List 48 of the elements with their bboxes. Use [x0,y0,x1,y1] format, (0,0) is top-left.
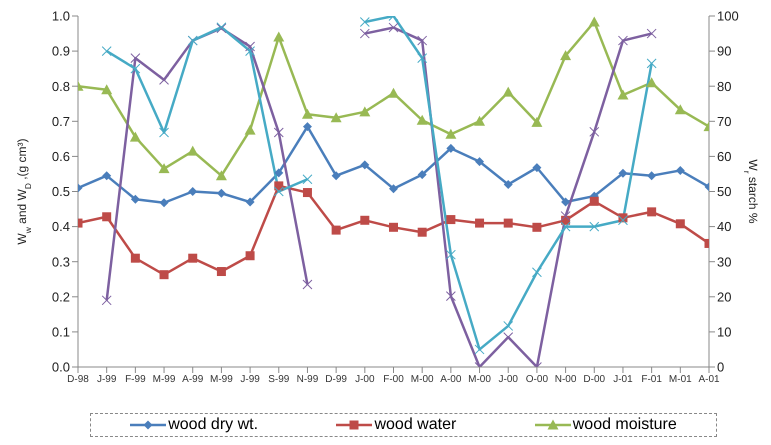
y2-tick-label: 20 [717,289,732,304]
y2-tick-label: 90 [717,44,732,59]
x-tick-label: F-01 [641,374,662,386]
x-tick-label: F-00 [383,374,404,386]
x-tick-label: J-01 [613,374,634,386]
y2-tick-label: 70 [717,114,732,129]
y2-tick-label: 30 [717,254,732,270]
y2-tick-label: 10 [717,324,732,340]
x-tick-label: J-99 [240,374,260,386]
legend-label: wood dry wt. [167,416,258,434]
y2-tick-label: 100 [717,8,739,24]
y2-tick-label: 60 [717,149,732,164]
x-tick-label: D-99 [325,374,348,386]
y-tick-label: 0.8 [52,78,70,94]
x-tick-label: M-00 [468,374,492,386]
x-tick-label: A-01 [698,374,720,386]
y-tick-label: 0.6 [52,149,70,164]
y2-tick-label: 40 [717,219,732,234]
y-tick-label: 1.0 [52,8,70,24]
y-tick-label: 0.5 [52,184,70,200]
x-tick-label: A-99 [182,374,204,386]
x-tick-label: M-00 [410,374,434,386]
y-tick-label: 0.1 [52,324,70,340]
x-tick-label: D-98 [67,374,90,386]
y2-tick-label: 80 [717,78,732,94]
x-tick-label: J-99 [96,374,117,386]
x-tick-label: N-00 [554,374,577,386]
x-tick-label: N-99 [296,374,319,386]
x-tick-label: D-00 [583,374,606,386]
x-tick-label: M-99 [210,374,234,386]
y-tick-label: 0.3 [52,254,70,270]
x-tick-label: A-00 [440,374,462,386]
x-tick-label: M-99 [152,374,176,386]
legend-label: wood water [373,416,456,434]
y-tick-label: 0.7 [52,114,70,129]
x-tick-label: O-00 [526,374,548,386]
y2-tick-label: 0 [717,360,724,375]
y-tick-label: 0.0 [52,360,70,375]
y-tick-label: 0.9 [52,44,70,59]
legend-label: wood moisture [572,416,677,434]
x-tick-label: M-01 [668,374,692,386]
x-tick-label: J-00 [498,374,518,386]
y-tick-label: 0.2 [52,289,70,304]
x-tick-label: J-00 [355,374,375,386]
x-tick-label: F-99 [125,374,146,386]
x-tick-label: S-99 [268,374,290,386]
y2-tick-label: 50 [717,184,732,200]
y-tick-label: 0.4 [52,219,70,234]
